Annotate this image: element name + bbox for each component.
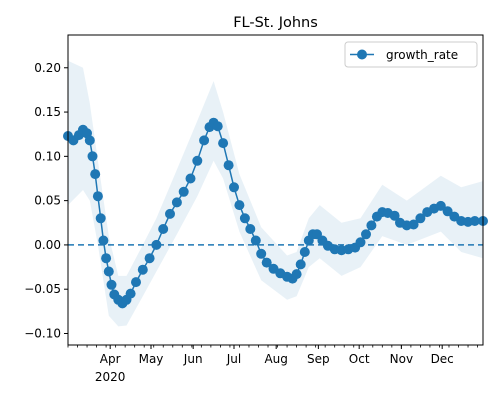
data-point bbox=[106, 279, 117, 290]
data-point bbox=[366, 220, 377, 231]
axes-frame bbox=[67, 34, 484, 346]
data-point bbox=[239, 213, 250, 224]
y-tick-label: −0.10 bbox=[24, 326, 61, 340]
y-tick-label: −0.05 bbox=[24, 282, 61, 296]
chart-title: FL-St. Johns bbox=[233, 15, 318, 31]
data-point bbox=[199, 135, 210, 146]
data-point bbox=[355, 237, 366, 248]
plot-area bbox=[63, 34, 488, 346]
data-point bbox=[125, 288, 136, 299]
data-point bbox=[250, 235, 261, 246]
data-point bbox=[291, 269, 302, 280]
data-point bbox=[103, 266, 114, 277]
data-point bbox=[131, 277, 141, 288]
data-point bbox=[408, 219, 419, 230]
data-point bbox=[151, 239, 162, 250]
legend-box bbox=[344, 41, 478, 68]
y-tick-label: 0.10 bbox=[34, 149, 61, 163]
data-point bbox=[435, 200, 446, 211]
data-point bbox=[95, 213, 106, 224]
y-axis: −0.10 −0.05 0.00 0.05 0.10 0.15 0.20 bbox=[24, 61, 68, 340]
x-tick-year-label: 2020 bbox=[95, 370, 126, 384]
data-point bbox=[295, 259, 306, 270]
data-point bbox=[469, 216, 480, 226]
x-tick-label: Oct bbox=[349, 352, 370, 366]
data-point bbox=[442, 206, 453, 217]
x-tick-label: Aug bbox=[264, 352, 287, 366]
x-axis: Apr 2020 May Jun Jul Aug Sep Oct Nov Dec bbox=[67, 345, 478, 384]
data-point bbox=[84, 135, 95, 146]
data-point bbox=[223, 160, 234, 171]
axes-background bbox=[68, 35, 483, 345]
data-point bbox=[389, 210, 400, 221]
x-tick-label: May bbox=[139, 352, 164, 366]
y-tick-label: 0.15 bbox=[34, 105, 61, 119]
data-point bbox=[261, 257, 272, 268]
data-point bbox=[144, 253, 155, 264]
data-point bbox=[87, 151, 98, 162]
data-point bbox=[415, 213, 426, 224]
legend-marker bbox=[357, 49, 367, 60]
data-point bbox=[256, 248, 267, 259]
data-point bbox=[137, 264, 148, 275]
data-point bbox=[218, 138, 229, 149]
x-tick-label: Apr bbox=[100, 352, 121, 366]
y-tick-label: 0.20 bbox=[34, 61, 61, 75]
data-point bbox=[171, 197, 182, 208]
data-point bbox=[98, 235, 109, 246]
data-point bbox=[212, 121, 223, 132]
data-point bbox=[158, 224, 169, 234]
legend: growth_rate bbox=[344, 41, 478, 68]
data-point bbox=[245, 224, 256, 234]
data-point bbox=[92, 191, 103, 202]
x-tick-label: Sep bbox=[307, 352, 330, 366]
data-point bbox=[234, 200, 245, 211]
data-point bbox=[178, 186, 189, 197]
data-point bbox=[299, 247, 310, 257]
data-point bbox=[361, 229, 371, 240]
series-layer bbox=[63, 117, 488, 309]
x-tick-label: Jul bbox=[226, 352, 241, 366]
y-tick-label: 0.05 bbox=[34, 194, 61, 208]
legend-label: growth_rate bbox=[386, 48, 458, 62]
data-point bbox=[90, 169, 101, 180]
data-point bbox=[192, 155, 203, 166]
data-point bbox=[229, 182, 239, 193]
x-tick-label: Nov bbox=[390, 352, 413, 366]
data-point bbox=[165, 208, 175, 219]
x-tick-label: Dec bbox=[431, 352, 454, 366]
data-point bbox=[101, 253, 112, 264]
y-tick-label: 0.00 bbox=[34, 238, 61, 252]
data-point bbox=[185, 173, 196, 184]
x-tick-label: Jun bbox=[183, 352, 203, 366]
